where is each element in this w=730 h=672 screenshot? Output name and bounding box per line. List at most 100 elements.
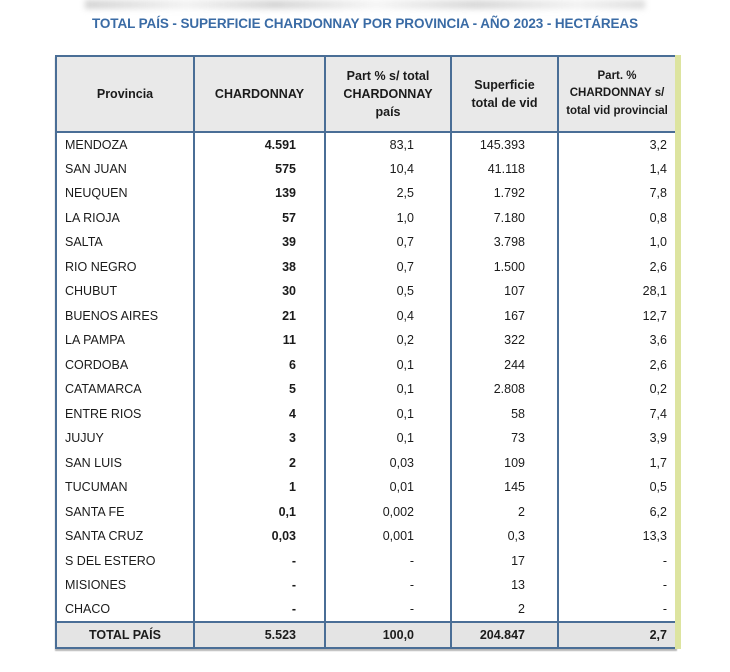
table-row: NEUQUEN 139 2,5 1.792 7,8	[55, 181, 677, 206]
cell-part-pct-provincial: 1,7	[557, 450, 677, 475]
cell-chardonnay: 139	[193, 181, 326, 206]
table-row: RIO NEGRO 38 0,7 1.500 2,6	[55, 254, 677, 279]
cell-superficie-vid: 1.792	[450, 181, 559, 206]
column-header-chardonnay: CHARDONNAY	[193, 55, 326, 133]
cell-superficie-vid: 2.808	[450, 377, 559, 402]
cell-provincia: MISIONES	[55, 573, 195, 598]
cell-superficie-vid: 13	[450, 573, 559, 598]
cell-part-pct-provincial: 28,1	[557, 279, 677, 304]
cell-part-pct-pais: 0,01	[324, 475, 452, 500]
cell-part-pct-pais: 0,1	[324, 401, 452, 426]
column-header-superficie-total-vid: Superficie total de vid	[450, 55, 559, 133]
cell-chardonnay: 6	[193, 352, 326, 377]
cell-provincia: SAN JUAN	[55, 156, 195, 181]
cell-provincia: ENTRE RIOS	[55, 401, 195, 426]
table-row: MENDOZA 4.591 83,1 145.393 3,2	[55, 132, 677, 157]
cell-superficie-vid: 244	[450, 352, 559, 377]
cell-superficie-vid: 107	[450, 279, 559, 304]
cell-superficie-vid: 2	[450, 499, 559, 524]
cell-part-pct-pais: -	[324, 573, 452, 598]
cell-provincia: LA PAMPA	[55, 328, 195, 353]
cell-part-pct-provincial: 3,6	[557, 328, 677, 353]
column-header-part-pct-vid-provincial: Part. % CHARDONNAY s/ total vid provinci…	[557, 55, 677, 133]
cell-part-pct-pais: 0,001	[324, 524, 452, 549]
cell-part-pct-provincial: -	[557, 573, 677, 598]
table-row: CATAMARCA 5 0,1 2.808 0,2	[55, 377, 677, 402]
table-row: LA PAMPA 11 0,2 322 3,6	[55, 328, 677, 353]
cell-chardonnay: 5	[193, 377, 326, 402]
cell-chardonnay: 575	[193, 156, 326, 181]
table-row: ENTRE RIOS 4 0,1 58 7,4	[55, 401, 677, 426]
cell-part-pct-pais: 0,1	[324, 352, 452, 377]
table-row: BUENOS AIRES 21 0,4 167 12,7	[55, 303, 677, 328]
cell-part-pct-provincial: 2,6	[557, 254, 677, 279]
total-part-pct-provincial: 2,7	[557, 621, 677, 649]
table-row: SANTA FE 0,1 0,002 2 6,2	[55, 499, 677, 524]
cell-part-pct-pais: 0,4	[324, 303, 452, 328]
cell-provincia: RIO NEGRO	[55, 254, 195, 279]
header-row: Provincia CHARDONNAY Part % s/ total CHA…	[55, 55, 677, 133]
cell-chardonnay: -	[193, 573, 326, 598]
cell-part-pct-provincial: 2,6	[557, 352, 677, 377]
cell-part-pct-provincial: 0,5	[557, 475, 677, 500]
cell-chardonnay: 4	[193, 401, 326, 426]
cell-part-pct-pais: 0,2	[324, 328, 452, 353]
cell-chardonnay: 3	[193, 426, 326, 451]
table-row: SAN LUIS 2 0,03 109 1,7	[55, 450, 677, 475]
table-body: MENDOZA 4.591 83,1 145.393 3,2 SAN JUAN …	[55, 132, 677, 622]
cell-chardonnay: 4.591	[193, 132, 326, 157]
cell-part-pct-provincial: -	[557, 548, 677, 573]
cell-part-pct-pais: 0,1	[324, 426, 452, 451]
cell-chardonnay: 21	[193, 303, 326, 328]
cell-chardonnay: 1	[193, 475, 326, 500]
cell-part-pct-pais: 0,7	[324, 254, 452, 279]
cell-provincia: JUJUY	[55, 426, 195, 451]
cell-chardonnay: 38	[193, 254, 326, 279]
cell-superficie-vid: 17	[450, 548, 559, 573]
cell-superficie-vid: 322	[450, 328, 559, 353]
cell-provincia: CATAMARCA	[55, 377, 195, 402]
cell-part-pct-pais: 0,7	[324, 230, 452, 255]
cell-part-pct-pais: 10,4	[324, 156, 452, 181]
cell-superficie-vid: 2	[450, 597, 559, 622]
cell-superficie-vid: 109	[450, 450, 559, 475]
cell-part-pct-provincial: 0,8	[557, 205, 677, 230]
cell-chardonnay: 11	[193, 328, 326, 353]
cell-part-pct-provincial: -	[557, 597, 677, 622]
cell-part-pct-provincial: 0,2	[557, 377, 677, 402]
cell-part-pct-provincial: 1,0	[557, 230, 677, 255]
cell-part-pct-pais: 0,1	[324, 377, 452, 402]
cell-part-pct-pais: 0,03	[324, 450, 452, 475]
table-row: CORDOBA 6 0,1 244 2,6	[55, 352, 677, 377]
total-label: TOTAL PAÍS	[55, 621, 195, 649]
table-row: S DEL ESTERO - - 17 -	[55, 548, 677, 573]
cell-part-pct-pais: 83,1	[324, 132, 452, 157]
cell-provincia: CORDOBA	[55, 352, 195, 377]
chardonnay-by-province-table: Provincia CHARDONNAY Part % s/ total CHA…	[55, 55, 677, 649]
cell-provincia: BUENOS AIRES	[55, 303, 195, 328]
cell-provincia: S DEL ESTERO	[55, 548, 195, 573]
right-edge-stripe	[675, 55, 681, 649]
cell-superficie-vid: 0,3	[450, 524, 559, 549]
table-row: SALTA 39 0,7 3.798 1,0	[55, 230, 677, 255]
cell-superficie-vid: 145.393	[450, 132, 559, 157]
cell-part-pct-pais: 1,0	[324, 205, 452, 230]
column-header-provincia: Provincia	[55, 55, 195, 133]
cell-part-pct-pais: 0,002	[324, 499, 452, 524]
cell-provincia: TUCUMAN	[55, 475, 195, 500]
table-title: TOTAL PAÍS - SUPERFICIE CHARDONNAY POR P…	[92, 16, 638, 31]
cell-chardonnay: 39	[193, 230, 326, 255]
cell-superficie-vid: 167	[450, 303, 559, 328]
cell-part-pct-provincial: 7,4	[557, 401, 677, 426]
cell-provincia: MENDOZA	[55, 132, 195, 157]
table-footer: TOTAL PAÍS 5.523 100,0 204.847 2,7	[55, 621, 677, 649]
cell-part-pct-provincial: 1,4	[557, 156, 677, 181]
cell-part-pct-provincial: 3,9	[557, 426, 677, 451]
cell-provincia: SALTA	[55, 230, 195, 255]
table-row: SAN JUAN 575 10,4 41.118 1,4	[55, 156, 677, 181]
total-chardonnay: 5.523	[193, 621, 326, 649]
table-row: LA RIOJA 57 1,0 7.180 0,8	[55, 205, 677, 230]
table-row: CHACO - - 2 -	[55, 597, 677, 622]
cell-provincia: SANTA CRUZ	[55, 524, 195, 549]
